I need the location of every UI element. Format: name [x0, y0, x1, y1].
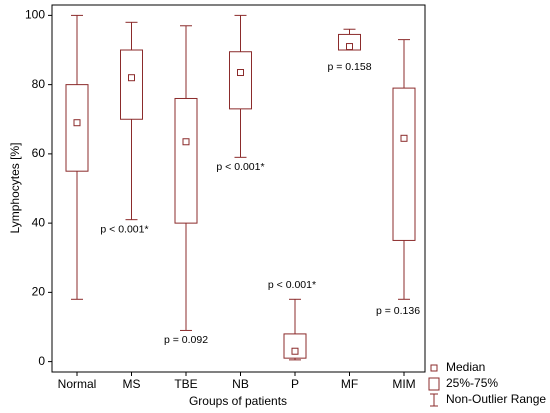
box: [174, 97, 198, 224]
median-marker: [73, 119, 81, 127]
median-marker: [128, 74, 135, 82]
x-tick-label: MS: [123, 377, 141, 391]
y-tick-label: 100: [25, 8, 45, 22]
y-axis-label: Lymphocytes [%]: [8, 143, 22, 234]
box: [65, 84, 89, 172]
median-marker: [182, 138, 190, 146]
median-marker: [400, 134, 408, 142]
x-tick-label: TBE: [174, 377, 197, 391]
p-value-annotation: p = 0.158: [327, 61, 371, 73]
y-tick-label: 0: [38, 354, 45, 368]
y-tick-label: 80: [32, 77, 46, 91]
median-marker: [346, 43, 353, 51]
legend-label: 25%-75%: [446, 376, 498, 390]
median-marker: [291, 347, 299, 355]
legend-median-icon: [430, 364, 438, 372]
y-tick-label: 60: [32, 146, 46, 160]
p-value-annotation: p = 0.136: [376, 305, 420, 317]
box: [392, 87, 416, 241]
legend-label: Non-Outlier Range: [446, 392, 546, 406]
y-tick-label: 40: [32, 215, 46, 229]
plot-frame: [51, 4, 426, 373]
box: [120, 49, 143, 120]
median-marker: [237, 69, 244, 77]
y-tick-label: 20: [32, 285, 46, 299]
x-axis-label: Groups of patients: [189, 394, 287, 408]
x-tick-label: MIM: [392, 377, 415, 391]
legend-box-icon: [428, 377, 440, 391]
p-value-annotation: p < 0.001*: [216, 161, 264, 173]
box: [229, 51, 252, 110]
x-tick-label: MF: [341, 377, 358, 391]
p-value-annotation: p < 0.001*: [100, 223, 148, 235]
legend-label: Median: [446, 360, 485, 374]
box: [283, 333, 307, 359]
x-tick-label: NB: [232, 377, 249, 391]
p-value-annotation: p < 0.001*: [268, 279, 316, 291]
x-tick-label: Normal: [58, 377, 97, 391]
p-value-annotation: p = 0.092: [164, 334, 208, 346]
x-tick-label: P: [291, 377, 299, 391]
